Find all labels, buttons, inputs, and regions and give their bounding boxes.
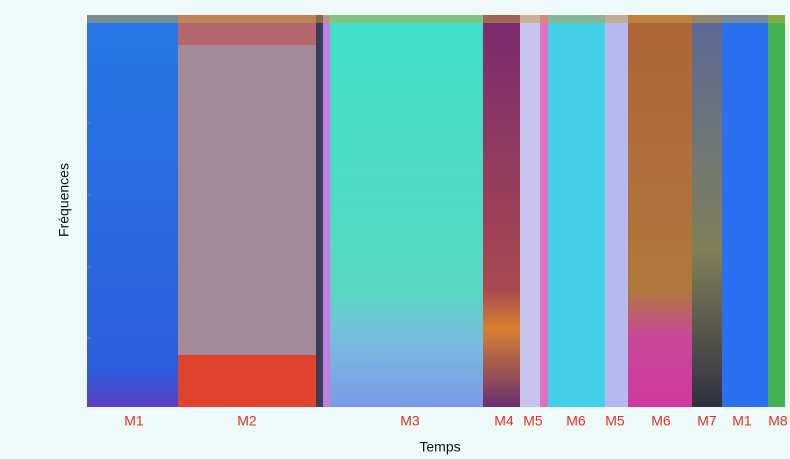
segment-label: M6 [651,413,671,429]
segment-band [316,15,323,407]
segment-band [540,15,548,407]
segment-label: M4 [494,413,514,429]
spectrogram [87,15,785,407]
segment-band [628,15,692,407]
segment-band [768,15,785,407]
segment-label: M3 [400,413,420,429]
segment-band [483,15,520,407]
segment-label: M5 [605,413,625,429]
y-axis [87,122,91,339]
segment-band [692,15,722,407]
y-axis-label: Fréquences [56,163,72,237]
segment-band [605,15,628,407]
segment-band [520,15,540,407]
segment-band [330,15,483,407]
segment-label: M6 [566,413,586,429]
segment-label: M8 [768,413,788,429]
segment-label: M5 [523,413,543,429]
segment-label: M1 [732,413,752,429]
segment-band [323,15,330,407]
segment-band [722,15,768,407]
segment-band [548,15,605,407]
top-noise [87,15,785,23]
segment-band [87,15,178,407]
segment-band [178,15,316,407]
segment-band [178,355,316,407]
x-axis-label: Temps [419,439,460,455]
segment-label: M1 [124,413,144,429]
segment-label: M7 [697,413,717,429]
segment-label: M2 [237,413,257,429]
